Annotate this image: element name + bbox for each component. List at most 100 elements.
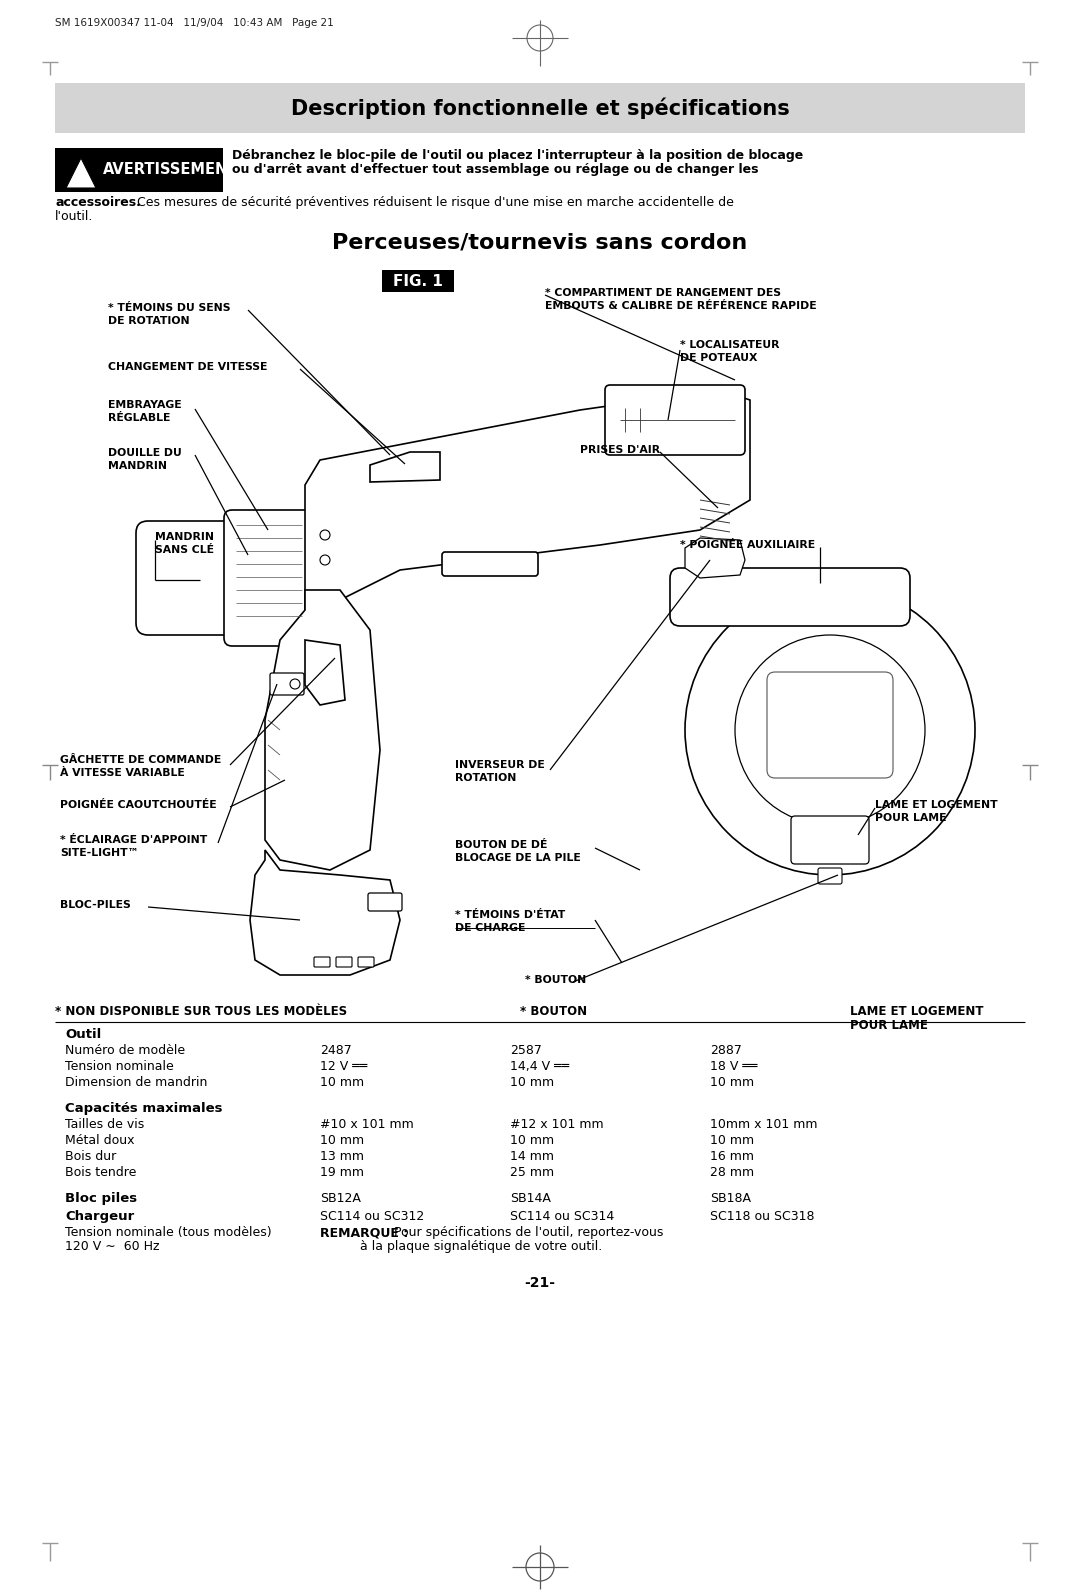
Text: * BOUTON: * BOUTON [525, 975, 586, 985]
Text: POUR LAME: POUR LAME [850, 1018, 928, 1033]
Text: * POIGNÉE AUXILIAIRE: * POIGNÉE AUXILIAIRE [680, 539, 815, 550]
Text: DE CHARGE: DE CHARGE [455, 923, 525, 932]
Text: Tension nominale (tous modèles): Tension nominale (tous modèles) [65, 1227, 272, 1239]
Text: Capacités maximales: Capacités maximales [65, 1103, 222, 1115]
Text: 10 mm: 10 mm [320, 1134, 364, 1147]
Text: 10 mm: 10 mm [710, 1134, 754, 1147]
Text: * LOCALISATEUR: * LOCALISATEUR [680, 340, 780, 350]
Text: -21-: -21- [525, 1276, 555, 1290]
Text: 16 mm: 16 mm [710, 1150, 754, 1163]
Text: 2487: 2487 [320, 1044, 352, 1056]
Text: CHANGEMENT DE VITESSE: CHANGEMENT DE VITESSE [108, 363, 268, 372]
Text: EMBOUTS & CALIBRE DE RÉFÉRENCE RAPIDE: EMBOUTS & CALIBRE DE RÉFÉRENCE RAPIDE [545, 301, 816, 310]
FancyBboxPatch shape [55, 83, 1025, 134]
Text: SM 1619X00347 11-04   11/9/04   10:43 AM   Page 21: SM 1619X00347 11-04 11/9/04 10:43 AM Pag… [55, 18, 334, 29]
Text: 10 mm: 10 mm [320, 1076, 364, 1088]
FancyBboxPatch shape [791, 816, 869, 864]
Text: Bois dur: Bois dur [65, 1150, 117, 1163]
Text: 2587: 2587 [510, 1044, 542, 1056]
Text: #10 x 101 mm: #10 x 101 mm [320, 1118, 414, 1131]
Text: !: ! [78, 173, 84, 186]
Polygon shape [265, 590, 380, 870]
Text: Débranchez le bloc-pile de l'outil ou placez l'interrupteur à la position de blo: Débranchez le bloc-pile de l'outil ou pl… [232, 150, 804, 162]
Text: Tension nominale: Tension nominale [65, 1060, 174, 1072]
Polygon shape [305, 640, 345, 705]
Text: 2887: 2887 [710, 1044, 742, 1056]
FancyBboxPatch shape [442, 552, 538, 576]
Text: #12 x 101 mm: #12 x 101 mm [510, 1118, 604, 1131]
Text: MANDRIN: MANDRIN [108, 461, 167, 471]
Text: PRISES D'AIR: PRISES D'AIR [580, 445, 660, 455]
FancyBboxPatch shape [767, 671, 893, 778]
Text: AVERTISSEMENT: AVERTISSEMENT [103, 162, 239, 177]
Text: ROTATION: ROTATION [455, 773, 516, 783]
Polygon shape [685, 538, 745, 578]
FancyBboxPatch shape [605, 385, 745, 455]
FancyBboxPatch shape [224, 511, 315, 646]
Circle shape [320, 555, 330, 565]
Text: * ÉCLAIRAGE D'APPOINT: * ÉCLAIRAGE D'APPOINT [60, 835, 207, 845]
FancyBboxPatch shape [357, 958, 374, 967]
Text: DE ROTATION: DE ROTATION [108, 317, 190, 326]
Text: BOUTON DE DÉ: BOUTON DE DÉ [455, 840, 548, 850]
Text: 19 mm: 19 mm [320, 1166, 364, 1179]
Text: Métal doux: Métal doux [65, 1134, 135, 1147]
FancyBboxPatch shape [314, 958, 330, 967]
Text: FIG. 1: FIG. 1 [393, 274, 443, 288]
Text: POUR LAME: POUR LAME [875, 813, 946, 823]
Text: EMBRAYAGE: EMBRAYAGE [108, 399, 181, 410]
Circle shape [685, 585, 975, 875]
Text: Chargeur: Chargeur [65, 1211, 134, 1223]
Text: SB14A: SB14A [510, 1192, 551, 1204]
FancyBboxPatch shape [136, 520, 249, 635]
Text: Description fonctionnelle et spécifications: Description fonctionnelle et spécificati… [291, 97, 789, 119]
Text: * TÉMOINS DU SENS: * TÉMOINS DU SENS [108, 302, 230, 313]
Circle shape [810, 710, 850, 749]
Text: * TÉMOINS D'ÉTAT: * TÉMOINS D'ÉTAT [455, 910, 565, 920]
Text: 10 mm: 10 mm [710, 1076, 754, 1088]
Circle shape [320, 530, 330, 539]
Text: 10mm x 101 mm: 10mm x 101 mm [710, 1118, 818, 1131]
Polygon shape [66, 158, 96, 188]
Text: * BOUTON: * BOUTON [519, 1006, 588, 1018]
Circle shape [291, 679, 300, 689]
Text: accessoires.: accessoires. [55, 196, 140, 208]
Text: 13 mm: 13 mm [320, 1150, 364, 1163]
Text: SB18A: SB18A [710, 1192, 751, 1204]
Text: SITE-LIGHT™: SITE-LIGHT™ [60, 848, 138, 858]
Polygon shape [249, 850, 400, 975]
Text: LAME ET LOGEMENT: LAME ET LOGEMENT [875, 800, 998, 810]
Text: Ces mesures de sécurité préventives réduisent le risque d'une mise en marche acc: Ces mesures de sécurité préventives rédu… [133, 196, 734, 208]
Text: SC114 ou SC312: SC114 ou SC312 [320, 1211, 424, 1223]
FancyBboxPatch shape [382, 270, 454, 293]
Text: À VITESSE VARIABLE: À VITESSE VARIABLE [60, 768, 185, 778]
Text: 10 mm: 10 mm [510, 1134, 554, 1147]
Text: 18 V ══: 18 V ══ [710, 1060, 757, 1072]
Text: * COMPARTIMENT DE RANGEMENT DES: * COMPARTIMENT DE RANGEMENT DES [545, 288, 781, 298]
Text: Dimension de mandrin: Dimension de mandrin [65, 1076, 207, 1088]
FancyBboxPatch shape [336, 958, 352, 967]
Text: LAME ET LOGEMENT: LAME ET LOGEMENT [850, 1006, 984, 1018]
Text: DE POTEAUX: DE POTEAUX [680, 353, 757, 363]
Circle shape [735, 635, 924, 826]
FancyBboxPatch shape [55, 148, 222, 193]
Text: 12 V ══: 12 V ══ [320, 1060, 367, 1072]
Text: BLOCAGE DE LA PILE: BLOCAGE DE LA PILE [455, 853, 581, 862]
Text: POIGNÉE CAOUTCHOUTÉE: POIGNÉE CAOUTCHOUTÉE [60, 800, 217, 810]
Text: INVERSEUR DE: INVERSEUR DE [455, 760, 544, 770]
Text: Pour spécifications de l'outil, reportez-vous: Pour spécifications de l'outil, reportez… [390, 1227, 663, 1239]
Text: Numéro de modèle: Numéro de modèle [65, 1044, 185, 1056]
Text: ou d'arrêt avant d'effectuer tout assemblage ou réglage ou de changer les: ou d'arrêt avant d'effectuer tout assemb… [232, 162, 758, 177]
Text: DOUILLE DU: DOUILLE DU [108, 449, 181, 458]
Polygon shape [305, 390, 750, 640]
Text: MANDRIN: MANDRIN [156, 531, 214, 543]
Text: 10 mm: 10 mm [510, 1076, 554, 1088]
Polygon shape [370, 452, 440, 482]
Text: 28 mm: 28 mm [710, 1166, 754, 1179]
Ellipse shape [139, 570, 157, 587]
Text: 120 V ∼  60 Hz: 120 V ∼ 60 Hz [65, 1239, 160, 1254]
Text: SB12A: SB12A [320, 1192, 361, 1204]
Text: Tailles de vis: Tailles de vis [65, 1118, 145, 1131]
Text: SANS CLÉ: SANS CLÉ [156, 546, 214, 555]
Text: 14,4 V ══: 14,4 V ══ [510, 1060, 569, 1072]
